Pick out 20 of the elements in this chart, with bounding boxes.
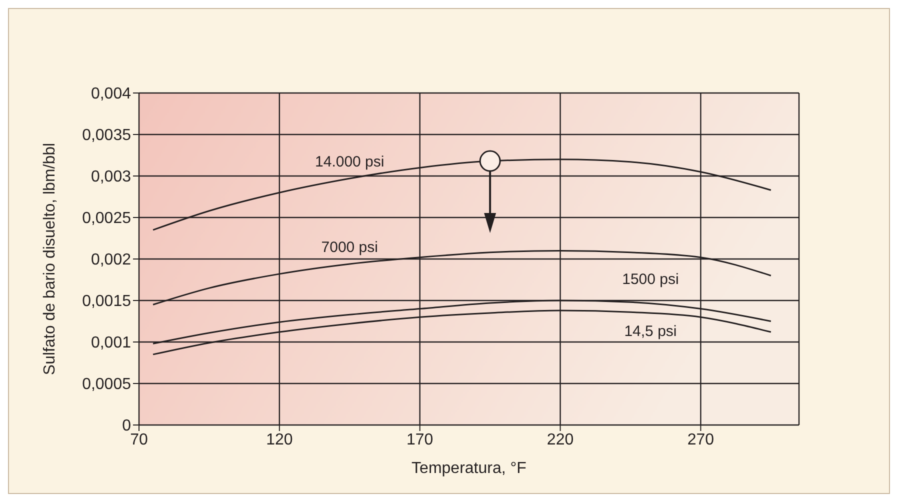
- y-tick-label: 0,0035: [82, 127, 132, 144]
- y-tick-label: 0,0005: [82, 376, 132, 394]
- series-label: 1500 psi: [622, 271, 679, 288]
- x-tick-label: 220: [546, 431, 574, 448]
- y-tick-label: 0,003: [90, 168, 132, 186]
- y-tick-label: 0,001: [90, 334, 132, 352]
- series-label: 7000 psi: [321, 238, 378, 256]
- series-label: 14,5 psi: [624, 323, 677, 340]
- x-tick-label: 70: [130, 431, 148, 448]
- y-axis-title: Sulfato de bario disuelto, lbm/bbl: [42, 142, 59, 376]
- x-tick-label: 170: [406, 431, 434, 448]
- x-tick-label: 270: [687, 431, 714, 448]
- y-tick-label: 0: [122, 418, 132, 435]
- y-tick-label: 0,004: [90, 86, 132, 103]
- x-axis-title: Temperatura, °F: [412, 460, 527, 477]
- series-label: 14.000 psi: [315, 153, 384, 170]
- y-tick-label: 0,0015: [82, 293, 132, 310]
- y-tick-label: 0,0025: [82, 210, 132, 228]
- y-tick-label: 0,002: [90, 252, 132, 269]
- x-tick-label: 120: [266, 431, 293, 448]
